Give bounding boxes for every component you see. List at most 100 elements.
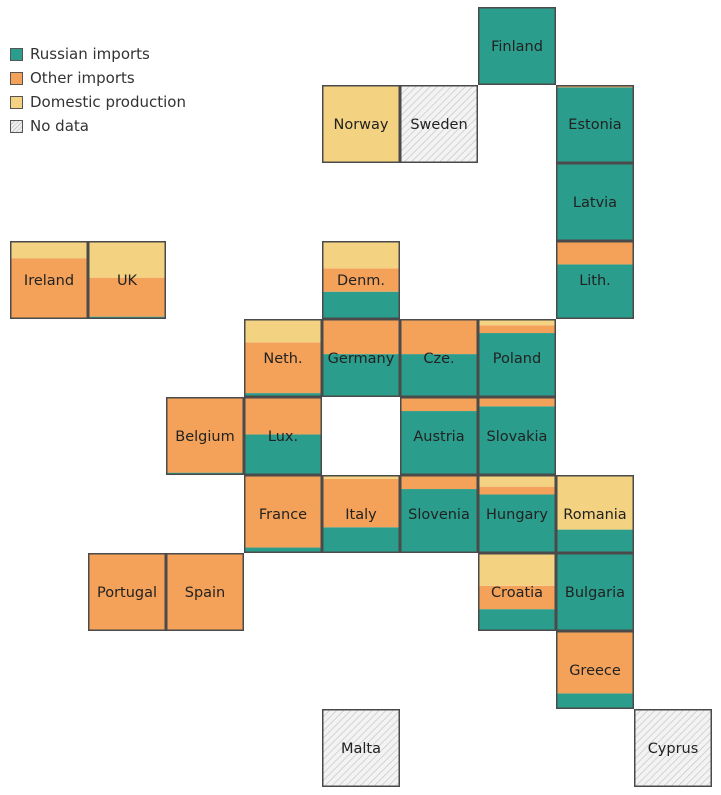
tile-label: Hungary (486, 507, 548, 523)
legend: Russian imports Other imports Domestic p… (10, 42, 186, 138)
segment-russian (322, 354, 400, 397)
segment-domestic (478, 475, 556, 487)
tile-romania: Romania (556, 475, 634, 553)
tile-bulgaria: Bulgaria (556, 553, 634, 631)
tile-border (400, 319, 478, 397)
segment-russian (322, 291, 400, 319)
legend-swatch-nodata (10, 119, 23, 133)
segment-russian (556, 87, 634, 163)
tile-border (634, 709, 712, 787)
tile-label: Finland (491, 39, 543, 55)
segment-domestic (244, 319, 322, 343)
tile-label: Italy (345, 507, 377, 523)
legend-swatch-russian (10, 47, 23, 61)
segment-other (556, 631, 634, 694)
segment-domestic (322, 475, 400, 479)
segment-domestic (478, 319, 556, 326)
tile-label: Romania (563, 507, 626, 523)
segment-other (478, 325, 556, 334)
tile-border (556, 553, 634, 631)
segment-domestic (10, 241, 88, 259)
tile-border (322, 475, 400, 553)
tile-austria: Austria (400, 397, 478, 475)
tile-label: Spain (185, 585, 226, 601)
segment-russian (322, 527, 400, 553)
segment-russian (478, 406, 556, 475)
segment-russian (556, 163, 634, 241)
segment-domestic (88, 241, 166, 278)
segment-other (244, 397, 322, 435)
segment-other (88, 553, 166, 631)
tile-label: UK (117, 273, 138, 289)
segment-other (166, 553, 244, 631)
tile-lux: Lux. (244, 397, 322, 475)
tile-greece: Greece (556, 631, 634, 709)
legend-label-nodata: No data (30, 117, 89, 135)
segment-russian (556, 529, 634, 553)
segment-russian (400, 489, 478, 553)
segment-other (556, 241, 634, 265)
tile-cyprus: Cyprus (634, 709, 712, 787)
tile-estonia: Estonia (556, 85, 634, 163)
tile-border (10, 241, 88, 319)
tile-sweden: Sweden (400, 85, 478, 163)
tile-border (478, 475, 556, 553)
tile-lith: Lith. (556, 241, 634, 319)
segment-other (88, 277, 166, 317)
tile-border (322, 709, 400, 787)
tile-border (400, 397, 478, 475)
tile-border (556, 475, 634, 553)
tile-border (478, 553, 556, 631)
segment-russian (400, 354, 478, 397)
tile-hungary: Hungary (478, 475, 556, 553)
tile-slovakia: Slovakia (478, 397, 556, 475)
tile-border (322, 319, 400, 397)
tile-label: Denm. (337, 273, 385, 289)
tile-label: Ireland (24, 273, 74, 289)
legend-swatch-other (10, 71, 23, 85)
tile-croatia: Croatia (478, 553, 556, 631)
tile-border (400, 475, 478, 553)
segment-russian (400, 411, 478, 475)
segment-other (400, 397, 478, 412)
tile-france: France (244, 475, 322, 553)
tile-poland: Poland (478, 319, 556, 397)
tile-label: Neth. (263, 351, 302, 367)
tile-label: Lux. (268, 429, 298, 445)
tile-slovenia: Slovenia (400, 475, 478, 553)
legend-label-domestic: Domestic production (30, 93, 186, 111)
segment-russian (244, 434, 322, 475)
tile-border (166, 397, 244, 475)
segment-other (322, 478, 400, 528)
tile-label: Germany (328, 351, 395, 367)
tile-spain: Spain (166, 553, 244, 631)
tile-denm: Denm. (322, 241, 400, 319)
tile-belgium: Belgium (166, 397, 244, 475)
tile-portugal: Portugal (88, 553, 166, 631)
tile-label: Cze. (423, 351, 454, 367)
tile-nodata-fill (322, 709, 400, 787)
tile-label: Austria (413, 429, 464, 445)
tile-label: France (259, 507, 307, 523)
tile-border (244, 397, 322, 475)
tile-border (88, 553, 166, 631)
tile-label: Estonia (568, 117, 621, 133)
tile-border (88, 241, 166, 319)
segment-other (400, 319, 478, 355)
segment-domestic (478, 553, 556, 586)
tile-border (166, 553, 244, 631)
tile-finland: Finland (478, 7, 556, 85)
tile-nodata-fill (400, 85, 478, 163)
legend-item-russian: Russian imports (10, 42, 186, 66)
tile-label: Sweden (410, 117, 467, 133)
tile-italy: Italy (322, 475, 400, 553)
tile-label: Cyprus (648, 741, 699, 757)
tile-nodata-fill (634, 709, 712, 787)
tile-label: Poland (493, 351, 541, 367)
tile-label: Bulgaria (565, 585, 625, 601)
segment-other (400, 475, 478, 490)
segment-other (478, 486, 556, 495)
tile-border (322, 85, 400, 163)
tile-border (478, 7, 556, 85)
segment-other (322, 268, 400, 292)
